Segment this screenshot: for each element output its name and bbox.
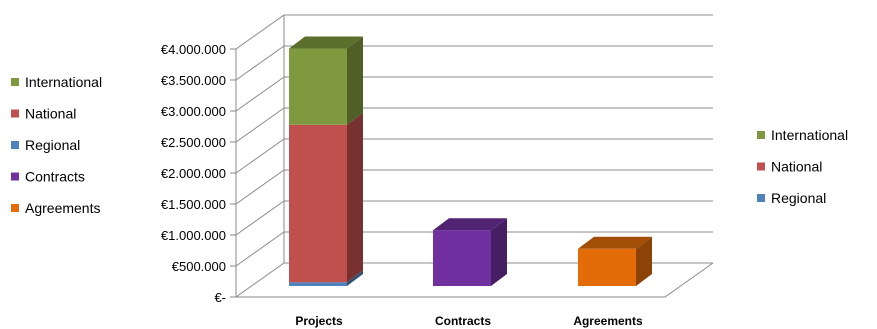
bar-projects-regional xyxy=(289,270,363,286)
y-tick-label: €1.500.000 xyxy=(161,197,226,212)
gridline xyxy=(235,262,713,298)
category-label: Agreements xyxy=(573,314,643,328)
bar-side xyxy=(347,36,363,125)
bar-front xyxy=(289,282,347,286)
gridlines xyxy=(230,14,713,298)
category-label: Projects xyxy=(295,314,343,328)
gridline xyxy=(235,138,713,174)
legend-label: Contracts xyxy=(25,169,85,185)
legend-swatch xyxy=(11,141,19,149)
legend-swatch xyxy=(757,194,765,202)
legend-right: International National Regional xyxy=(757,127,848,206)
legend-label: International xyxy=(25,74,102,90)
gridline xyxy=(235,14,713,50)
legend-label: Regional xyxy=(25,137,80,153)
y-axis-tick-labels: €- €500.000 €1.000.000 €1.500.000 €2.000.000… xyxy=(161,42,226,305)
bars xyxy=(289,36,652,286)
legend-swatch xyxy=(11,204,19,212)
bar-front xyxy=(433,230,491,286)
legend-swatch xyxy=(11,78,19,86)
legend-swatch xyxy=(757,131,765,139)
floor-edge xyxy=(236,262,714,298)
bar-front xyxy=(289,48,347,125)
category-label: Contracts xyxy=(435,314,491,328)
y-tick-label: €1.000.000 xyxy=(161,228,226,243)
bar-projects-international xyxy=(289,36,363,125)
y-tick-label: €2.000.000 xyxy=(161,166,226,181)
y-tick-label: €- xyxy=(214,290,226,305)
y-tick-label: €3.000.000 xyxy=(161,104,226,119)
bar-top-agreements xyxy=(578,236,652,249)
legend-swatch xyxy=(757,162,765,171)
bar-agreements-agreements xyxy=(578,236,652,286)
y-tick-label: €3.500.000 xyxy=(161,73,226,88)
legend-label: National xyxy=(25,106,76,122)
bar-front xyxy=(289,124,347,283)
bar-top-projects xyxy=(289,36,363,49)
bar-side xyxy=(347,112,363,283)
bar-side xyxy=(636,236,652,286)
gridline xyxy=(235,200,713,236)
gridline xyxy=(235,45,713,81)
bar-projects-national xyxy=(289,112,363,283)
bar-front xyxy=(578,248,636,286)
gridline xyxy=(235,76,713,112)
category-labels: Projects Contracts Agreements xyxy=(295,314,643,328)
gridline xyxy=(235,169,713,205)
legend-label: Agreements xyxy=(25,200,100,216)
legend-label: Regional xyxy=(771,190,826,206)
gridline xyxy=(235,107,713,143)
legend-swatch xyxy=(11,172,19,181)
bar-side xyxy=(491,218,507,286)
gridline xyxy=(235,231,713,267)
y-tick-label: €4.000.000 xyxy=(161,42,226,57)
legend-label: National xyxy=(771,159,822,175)
bar-top-contracts xyxy=(433,218,507,231)
legend-swatch xyxy=(11,109,19,118)
y-tick-label: €500.000 xyxy=(172,259,226,274)
legend-left: International National Regional Contracts Ag… xyxy=(11,74,102,216)
bar-contracts-contracts xyxy=(433,218,507,286)
legend-label: International xyxy=(771,127,848,143)
bar-side xyxy=(347,270,363,286)
y-tick-label: €2.500.000 xyxy=(161,135,226,150)
